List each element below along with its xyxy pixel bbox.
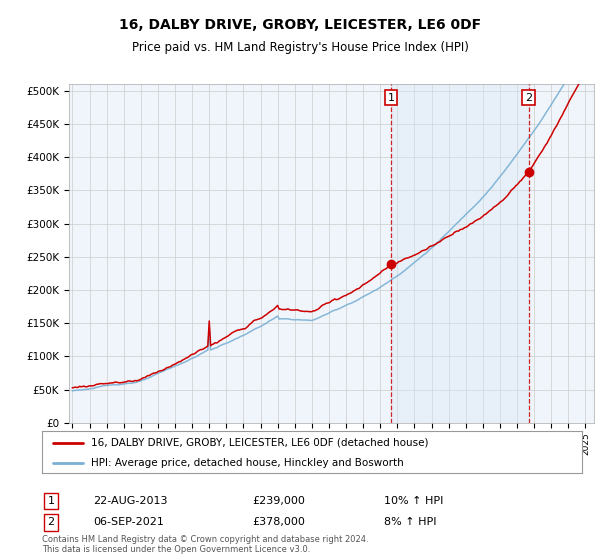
Text: £378,000: £378,000	[252, 517, 305, 528]
Text: 2: 2	[525, 92, 532, 102]
Text: HPI: Average price, detached house, Hinckley and Bosworth: HPI: Average price, detached house, Hinc…	[91, 458, 403, 468]
Text: 16, DALBY DRIVE, GROBY, LEICESTER, LE6 0DF: 16, DALBY DRIVE, GROBY, LEICESTER, LE6 0…	[119, 18, 481, 32]
Text: Contains HM Land Registry data © Crown copyright and database right 2024.
This d: Contains HM Land Registry data © Crown c…	[42, 535, 368, 554]
Text: 2: 2	[47, 517, 55, 528]
Text: 22-AUG-2013: 22-AUG-2013	[93, 496, 167, 506]
Text: 1: 1	[47, 496, 55, 506]
Text: Price paid vs. HM Land Registry's House Price Index (HPI): Price paid vs. HM Land Registry's House …	[131, 41, 469, 54]
Text: £239,000: £239,000	[252, 496, 305, 506]
Text: 10% ↑ HPI: 10% ↑ HPI	[384, 496, 443, 506]
Text: 16, DALBY DRIVE, GROBY, LEICESTER, LE6 0DF (detached house): 16, DALBY DRIVE, GROBY, LEICESTER, LE6 0…	[91, 438, 428, 448]
Bar	[391, 84, 529, 423]
Text: 8% ↑ HPI: 8% ↑ HPI	[384, 517, 437, 528]
Text: 06-SEP-2021: 06-SEP-2021	[93, 517, 164, 528]
Text: 1: 1	[388, 92, 395, 102]
